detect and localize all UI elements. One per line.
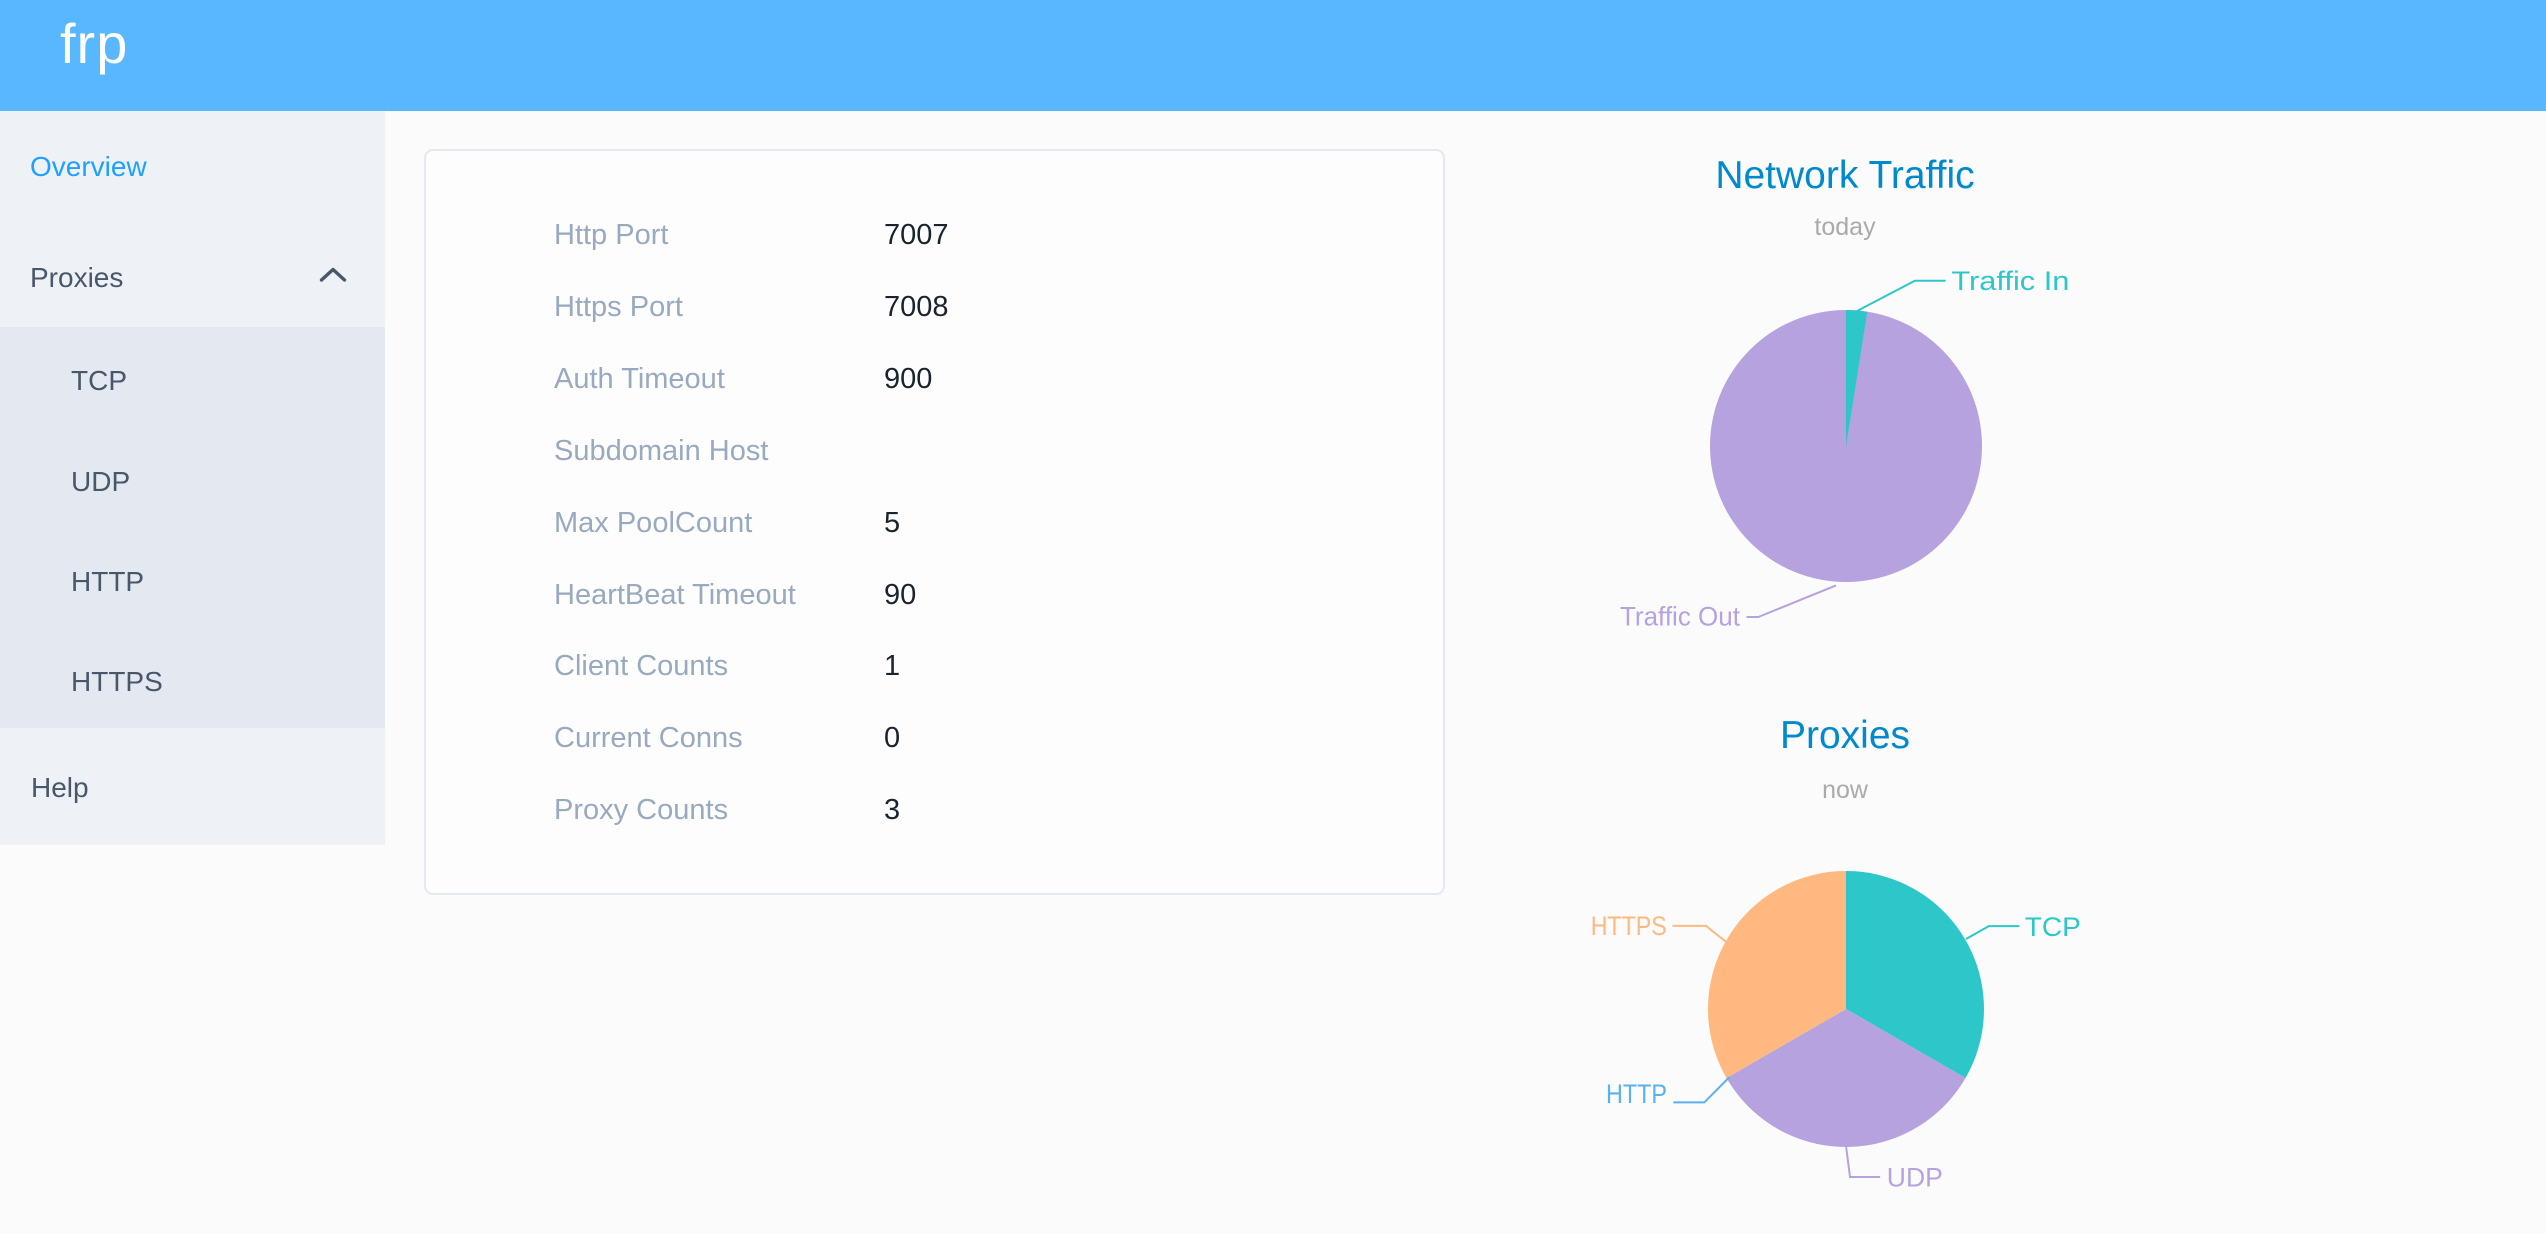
svg-text:Subdomain Host: Subdomain Host bbox=[554, 435, 768, 467]
svg-text:Proxies: Proxies bbox=[1780, 714, 1910, 757]
svg-text:900: 900 bbox=[884, 363, 932, 395]
svg-text:5: 5 bbox=[884, 507, 900, 539]
svg-text:now: now bbox=[1822, 776, 1869, 804]
svg-text:Help: Help bbox=[31, 772, 89, 803]
svg-text:TCP: TCP bbox=[2025, 912, 2081, 942]
svg-text:Https Port: Https Port bbox=[554, 291, 683, 323]
svg-text:HTTPS: HTTPS bbox=[1591, 911, 1667, 941]
svg-text:HTTPS: HTTPS bbox=[71, 666, 163, 697]
svg-text:0: 0 bbox=[884, 722, 900, 754]
svg-text:HTTP: HTTP bbox=[71, 566, 144, 597]
svg-text:frp: frp bbox=[60, 12, 128, 75]
svg-text:7008: 7008 bbox=[884, 291, 949, 323]
svg-text:UDP: UDP bbox=[1887, 1162, 1943, 1192]
svg-text:Proxies: Proxies bbox=[30, 262, 123, 293]
svg-text:Overview: Overview bbox=[30, 151, 147, 182]
svg-text:3: 3 bbox=[884, 794, 900, 826]
svg-text:7007: 7007 bbox=[884, 219, 949, 251]
svg-text:Current Conns: Current Conns bbox=[554, 722, 743, 754]
svg-text:TCP: TCP bbox=[71, 365, 127, 396]
svg-text:Proxy Counts: Proxy Counts bbox=[554, 794, 728, 826]
svg-text:Max PoolCount: Max PoolCount bbox=[554, 507, 752, 539]
svg-text:Traffic Out: Traffic Out bbox=[1620, 602, 1740, 632]
svg-text:HeartBeat Timeout: HeartBeat Timeout bbox=[554, 579, 796, 611]
svg-text:Http Port: Http Port bbox=[554, 219, 668, 251]
svg-text:today: today bbox=[1814, 213, 1876, 241]
svg-text:HTTP: HTTP bbox=[1606, 1079, 1667, 1109]
svg-text:1: 1 bbox=[884, 650, 900, 682]
svg-text:Network Traffic: Network Traffic bbox=[1715, 154, 1974, 197]
svg-text:Auth Timeout: Auth Timeout bbox=[554, 363, 725, 395]
svg-text:UDP: UDP bbox=[71, 466, 130, 497]
svg-text:Client Counts: Client Counts bbox=[554, 650, 728, 682]
svg-text:Traffic In: Traffic In bbox=[1951, 266, 2069, 296]
svg-text:90: 90 bbox=[884, 579, 916, 611]
